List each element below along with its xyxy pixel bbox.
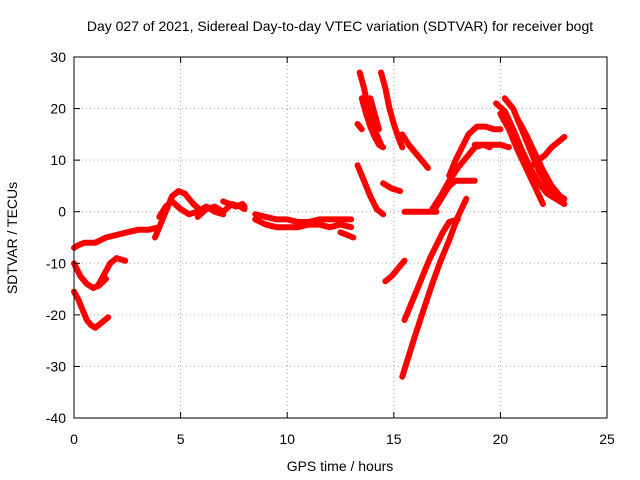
series-arc-9 bbox=[220, 198, 248, 210]
series-arc-16 bbox=[367, 95, 382, 133]
x-tick-label: 5 bbox=[177, 431, 185, 447]
series-arc-32 bbox=[497, 110, 546, 207]
x-axis-ticks: 0 5 10 15 20 25 bbox=[70, 57, 615, 447]
series-arc-10 bbox=[252, 211, 355, 225]
series-arc-21 bbox=[399, 131, 431, 171]
y-tick-label: 20 bbox=[50, 101, 66, 117]
y-tick-label: -10 bbox=[46, 255, 66, 271]
series-arc-15 bbox=[354, 121, 365, 133]
x-tick-label: 20 bbox=[493, 431, 509, 447]
data-series bbox=[71, 69, 568, 380]
series-arc-5 bbox=[92, 224, 163, 246]
series-arc-4 bbox=[94, 255, 129, 290]
y-axis-label: SDTVAR / TECUs bbox=[4, 182, 20, 294]
series-arc-6 bbox=[152, 188, 205, 241]
series-arc-1 bbox=[71, 239, 99, 251]
series-arc-14 bbox=[358, 95, 387, 151]
series-arc-17 bbox=[354, 162, 387, 218]
x-tick-label: 15 bbox=[386, 431, 402, 447]
series-arc-33 bbox=[529, 133, 568, 169]
y-tick-label: -40 bbox=[46, 410, 66, 426]
series-arc-31 bbox=[514, 115, 568, 202]
series-arc-28 bbox=[471, 141, 512, 151]
x-tick-label: 25 bbox=[599, 431, 615, 447]
series-arc-23 bbox=[399, 195, 470, 380]
plot-frame bbox=[73, 56, 608, 419]
series-arc-3 bbox=[71, 288, 112, 331]
series-arc-11 bbox=[252, 216, 355, 231]
series-arc-19 bbox=[380, 180, 404, 195]
y-tick-label: -30 bbox=[46, 358, 66, 374]
y-tick-label: 10 bbox=[50, 152, 66, 168]
series-arc-18 bbox=[378, 69, 406, 151]
y-tick-label: 0 bbox=[58, 204, 66, 220]
series-arc-12 bbox=[337, 229, 357, 241]
x-tick-label: 10 bbox=[279, 431, 295, 447]
series-arc-20 bbox=[382, 257, 408, 285]
y-tick-label: 30 bbox=[50, 49, 66, 65]
series-arc-22 bbox=[401, 216, 461, 323]
y-tick-label: -20 bbox=[46, 307, 66, 323]
x-tick-label: 0 bbox=[70, 431, 78, 447]
series-arc-26 bbox=[433, 177, 478, 210]
chart-title: Day 027 of 2021, Sidereal Day-to-day VTE… bbox=[87, 18, 593, 34]
y-axis-ticks: -40 -30 -20 -10 0 10 20 30 bbox=[46, 49, 607, 426]
series-arc-27 bbox=[446, 123, 504, 179]
x-axis-label: GPS time / hours bbox=[287, 458, 394, 474]
